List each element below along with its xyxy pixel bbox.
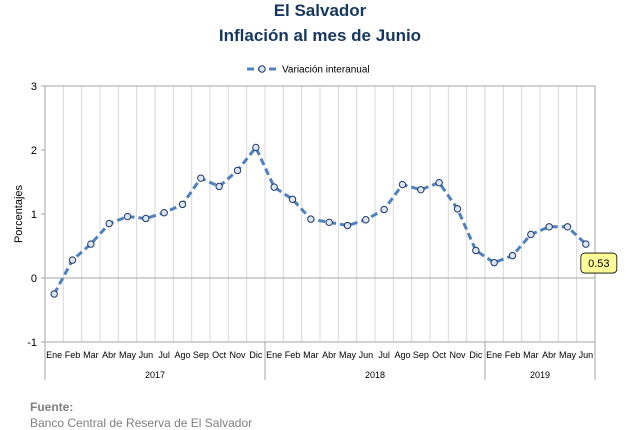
data-point	[160, 209, 168, 217]
month-tick-label: Mar	[523, 350, 539, 360]
chart-title: El Salvador	[273, 1, 367, 20]
y-tick-label: 3	[31, 81, 37, 93]
month-tick-label: May	[559, 350, 577, 360]
value-callout-label: 0.53	[588, 258, 609, 270]
y-axis-label: Porcentajes	[13, 184, 25, 243]
data-point	[508, 251, 517, 260]
month-tick-label: Feb	[65, 350, 81, 360]
source-label: Fuente:	[30, 400, 74, 414]
year-label: 2018	[365, 370, 385, 380]
month-tick-label: Dic	[249, 350, 262, 360]
data-point	[197, 174, 205, 182]
data-point	[105, 219, 113, 228]
data-point	[87, 240, 95, 248]
month-tick-label: Oct	[432, 350, 447, 360]
data-point	[545, 223, 553, 231]
data-point	[307, 215, 315, 223]
y-tick-label: 1	[31, 209, 37, 221]
month-tick-label: Ago	[174, 350, 190, 360]
data-point	[417, 185, 425, 194]
data-point	[178, 200, 187, 209]
y-tick-label: -1	[27, 337, 37, 349]
month-tick-label: May	[339, 350, 357, 360]
data-point	[435, 178, 443, 187]
month-tick-label: Nov	[449, 350, 466, 360]
month-tick-label: Mar	[83, 350, 99, 360]
month-tick-label: Jul	[158, 350, 170, 360]
month-tick-label: Jul	[378, 350, 390, 360]
month-tick-label: Abr	[102, 350, 116, 360]
month-tick-label: Jun	[579, 350, 594, 360]
month-tick-label: May	[119, 350, 137, 360]
data-point	[472, 246, 480, 255]
data-point	[68, 256, 77, 264]
data-point	[343, 221, 352, 230]
data-point	[288, 195, 297, 203]
data-point	[123, 212, 132, 221]
year-label: 2017	[145, 370, 165, 380]
month-tick-label: Mar	[303, 350, 319, 360]
data-point	[453, 205, 462, 213]
data-point	[142, 214, 150, 223]
source-text: Banco Central de Reserva de El Salvador	[30, 416, 253, 430]
data-point	[398, 180, 407, 189]
data-point	[325, 218, 333, 227]
legend-label: Variación interanual	[282, 65, 370, 76]
month-tick-label: Abr	[542, 350, 556, 360]
month-tick-label: Sep	[193, 350, 209, 360]
data-point	[50, 290, 58, 298]
month-tick-label: Dic	[469, 350, 482, 360]
legend-marker	[258, 65, 266, 73]
y-tick-label: 2	[31, 145, 37, 157]
data-point	[527, 230, 535, 239]
month-tick-label: Jun	[359, 350, 374, 360]
month-tick-label: Ene	[266, 350, 282, 360]
data-point	[563, 223, 572, 231]
month-tick-label: Jun	[139, 350, 154, 360]
data-point	[270, 183, 278, 191]
month-tick-label: Ene	[486, 350, 502, 360]
month-tick-label: Abr	[322, 350, 336, 360]
data-point	[252, 143, 260, 152]
month-tick-label: Ago	[394, 350, 410, 360]
chart-subtitle: Inflación al mes de Junio	[218, 26, 422, 45]
month-tick-label: Ene	[46, 350, 62, 360]
y-tick-label: 0	[31, 273, 37, 285]
month-tick-label: Feb	[285, 350, 301, 360]
data-point	[582, 240, 590, 248]
year-label: 2019	[530, 370, 550, 380]
data-point	[215, 182, 223, 191]
data-point	[362, 216, 370, 224]
month-tick-label: Sep	[413, 350, 429, 360]
month-tick-label: Oct	[212, 350, 227, 360]
data-point	[380, 205, 388, 214]
data-point	[490, 258, 498, 267]
data-point	[233, 166, 242, 175]
month-tick-label: Nov	[229, 350, 246, 360]
value-callout	[580, 252, 618, 274]
month-tick-label: Feb	[505, 350, 521, 360]
